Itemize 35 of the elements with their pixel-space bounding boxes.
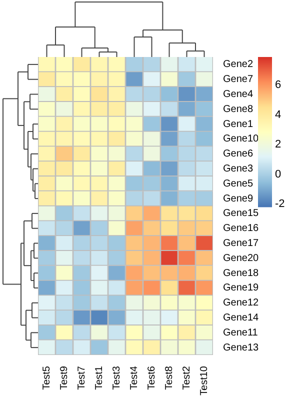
y-tick-label: Gene6 xyxy=(223,148,254,160)
y-tick-label: Gene17 xyxy=(223,238,260,249)
color-bar-label: 0 xyxy=(275,168,282,180)
x-tick-label: Test2 xyxy=(182,366,192,390)
x-tick-label: Test9 xyxy=(59,366,70,390)
y-tick-label: Gene7 xyxy=(223,74,254,86)
x-tick-label: Test1 xyxy=(94,366,105,390)
y-tick-label: Gene4 xyxy=(223,89,254,100)
y-tick-label: Gene12 xyxy=(223,298,260,309)
y-tick-label: Gene5 xyxy=(223,178,254,190)
y-tick-label: Gene2 xyxy=(223,59,254,70)
y-tick-label: Gene8 xyxy=(223,104,254,115)
color-bar-label: 4 xyxy=(275,108,282,121)
y-tick-label: Gene16 xyxy=(223,223,260,234)
x-tick-label: Test6 xyxy=(146,366,158,390)
color-bar-label: 6 xyxy=(275,79,282,92)
y-tick-label: Gene11 xyxy=(223,327,258,338)
x-tick-label: Test4 xyxy=(129,366,140,390)
x-tick-label: Test5 xyxy=(42,366,52,390)
y-tick-label: Gene15 xyxy=(223,208,260,220)
x-tick-label: Test8 xyxy=(164,366,175,390)
y-tick-label: Gene9 xyxy=(223,193,254,204)
color-bar-label: 2 xyxy=(275,138,282,151)
x-tick-label: Test10 xyxy=(199,366,210,396)
y-tick-label: Gene14 xyxy=(223,312,260,324)
y-tick-label: Gene18 xyxy=(223,268,260,279)
y-tick-label: Gene1 xyxy=(223,118,254,130)
y-tick-label: Gene13 xyxy=(223,342,260,354)
y-tick-label: Gene10 xyxy=(223,134,260,145)
x-tick-label: Test7 xyxy=(76,366,88,390)
y-tick-label: Gene19 xyxy=(223,282,260,294)
x-tick-label: Test3 xyxy=(112,366,122,390)
color-bar-label: -2 xyxy=(275,198,285,210)
y-tick-label: Gene3 xyxy=(223,164,254,174)
y-tick-label: Gene20 xyxy=(223,252,260,264)
